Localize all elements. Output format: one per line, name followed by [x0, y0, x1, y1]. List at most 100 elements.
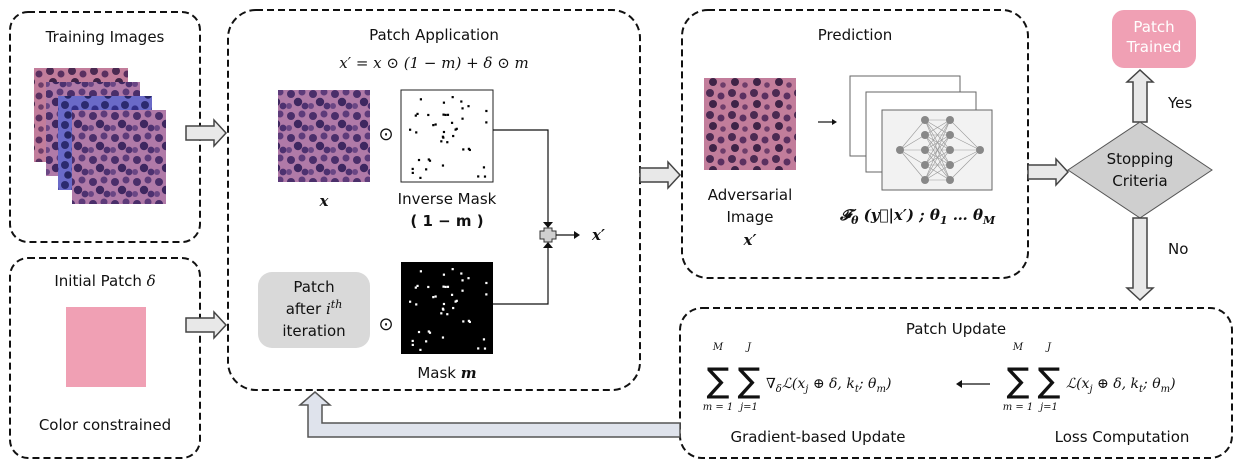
mask-dot — [461, 118, 463, 120]
mask-dot — [468, 320, 470, 322]
decision-1: Stopping — [1107, 150, 1174, 168]
arrowhead — [956, 380, 962, 388]
adv-label-1: Adversarial — [708, 186, 793, 204]
gradient-formula: M ∑ m = 1 J ∑ j=1 ∇δℒ(xj ⊕ δ, kt; θm) — [703, 342, 892, 413]
operator: ⊙ — [378, 314, 393, 335]
adv-symbol: x′ — [743, 231, 757, 249]
decision-2: Criteria — [1112, 172, 1167, 190]
mask-dot — [452, 268, 454, 270]
mask-dot — [412, 344, 414, 346]
sum-bottom: m = 1 — [1003, 402, 1034, 413]
mask-dot — [442, 164, 444, 166]
mask-dot — [419, 349, 421, 351]
title-text: Initial Patch — [54, 272, 146, 290]
mask-dot — [428, 330, 430, 332]
mask-dot — [461, 279, 463, 281]
prediction-title: Prediction — [818, 26, 893, 44]
net-node — [896, 146, 904, 154]
mask-dot — [442, 286, 444, 288]
mask-text: Mask — [417, 364, 460, 382]
connector — [493, 248, 548, 304]
mask-dot — [409, 301, 411, 303]
sigma: ∑ — [1038, 361, 1061, 401]
mask-dot — [442, 114, 444, 116]
sum-top: M — [1012, 342, 1024, 353]
mask-dot — [435, 123, 437, 125]
trained-2: Trained — [1126, 38, 1182, 56]
model-formula: 𝓕θ (y⃗|x′) ; θ1 … θM — [839, 206, 996, 227]
th: th — [331, 298, 343, 311]
mask-dot — [415, 131, 417, 133]
no-label: No — [1168, 240, 1188, 258]
mask-dot — [461, 107, 463, 109]
adversarial-image — [704, 78, 796, 170]
formula: x′ = x ⊙ (1 − m) + δ ⊙ m — [339, 54, 529, 72]
network — [850, 76, 992, 190]
mask-dot — [447, 114, 449, 116]
p: ) — [885, 376, 891, 392]
patch-application-title: Patch Application — [369, 26, 499, 44]
inverse-mask-label: Inverse Mask — [398, 190, 497, 208]
mask-dot — [412, 172, 414, 174]
mask-symbol: m — [461, 364, 477, 382]
mask-dot — [442, 336, 444, 338]
mask-dot — [451, 122, 453, 124]
sigma: ∑ — [738, 361, 761, 401]
mask-label: Mask m — [417, 364, 476, 382]
mask-dot — [427, 114, 429, 116]
delta: δ — [147, 272, 156, 290]
mask-dot — [432, 296, 434, 298]
mask-dot — [440, 312, 442, 314]
expr: ℒ(xj ⊕ δ, kt; θm) — [1066, 376, 1176, 395]
mask-dot — [409, 129, 411, 131]
mask-dot — [445, 286, 447, 288]
output-label: x′ — [591, 226, 605, 244]
mask-dot — [412, 340, 414, 342]
arrow — [1028, 159, 1068, 185]
mask-dot — [485, 282, 487, 284]
yes-label: Yes — [1167, 94, 1192, 112]
mask-dot — [456, 128, 458, 130]
net-node — [976, 146, 984, 154]
mask-dot — [425, 168, 427, 170]
patch-swatch — [66, 307, 146, 387]
mask-dot — [435, 295, 437, 297]
mask-dot — [452, 96, 454, 98]
mask-dot — [484, 347, 486, 349]
mask-dot — [485, 293, 487, 295]
mask-dot — [452, 135, 454, 137]
gradient-caption: Gradient-based Update — [730, 428, 905, 446]
sub: M — [982, 214, 996, 227]
mask-dot — [446, 141, 448, 143]
operator: ⊙ — [378, 124, 393, 145]
mask-dot — [442, 308, 444, 310]
mask-dot — [460, 100, 462, 102]
arrowhead — [543, 242, 553, 248]
arrow — [1127, 218, 1153, 300]
p: ⊕ δ, k — [808, 376, 854, 392]
trained-1: Patch — [1133, 18, 1174, 36]
mask-dot — [460, 272, 462, 274]
sum-top: J — [745, 342, 752, 353]
mask-dot — [485, 110, 487, 112]
sum-bottom: m = 1 — [703, 402, 734, 413]
net-node — [921, 146, 929, 154]
net-node — [946, 176, 954, 184]
net-node — [946, 161, 954, 169]
p: ⊕ δ, k — [1093, 376, 1139, 392]
loss-formula: M ∑ m = 1 J ∑ j=1 ℒ(xj ⊕ δ, kt; θm) — [1003, 342, 1176, 413]
mid: (y⃗|x′) ; θ — [858, 206, 939, 224]
mask-dot — [468, 148, 470, 150]
p: ; θ — [1142, 376, 1161, 392]
mask-dot — [442, 136, 444, 138]
return-arrow — [300, 392, 680, 437]
net-node — [921, 176, 929, 184]
mask-dot — [461, 290, 463, 292]
mask-dot — [420, 270, 422, 272]
mask-dot — [420, 98, 422, 100]
adv-label-2: Image — [727, 208, 774, 226]
mid: … θ — [948, 206, 983, 224]
mask-dot — [412, 168, 414, 170]
arrowhead — [543, 222, 553, 228]
mask-dot — [483, 338, 485, 340]
